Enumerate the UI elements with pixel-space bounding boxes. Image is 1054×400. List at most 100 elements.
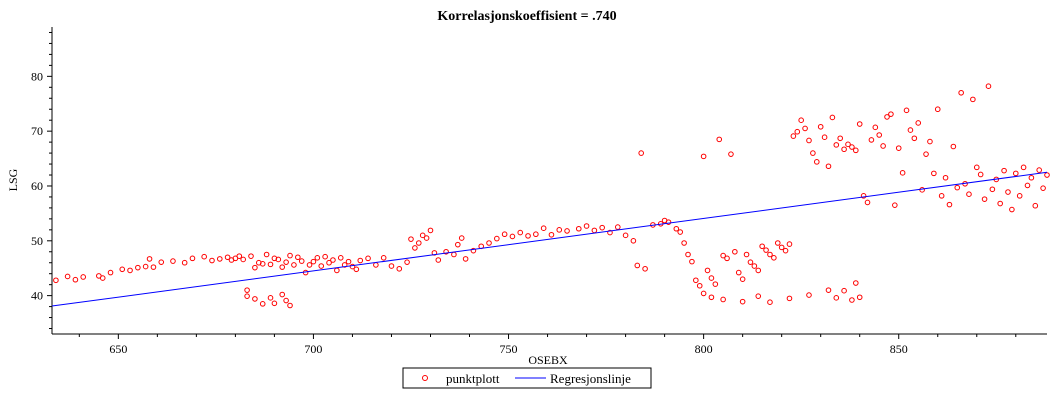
scatter-point xyxy=(1020,164,1027,171)
scatter-point xyxy=(540,225,547,231)
scatter-point xyxy=(1044,172,1050,178)
scatter-point xyxy=(341,262,348,268)
scatter-point xyxy=(720,296,726,303)
scatter-point xyxy=(259,301,266,307)
scatter-point xyxy=(860,193,867,199)
scatter-point xyxy=(353,266,360,273)
scatter-point xyxy=(607,229,613,236)
scatter-point xyxy=(927,138,933,145)
scatter-point xyxy=(53,277,59,284)
scatter-point xyxy=(1001,167,1007,174)
scatter-point xyxy=(673,225,680,232)
scatter-point xyxy=(903,107,910,114)
scatter-point xyxy=(135,264,141,271)
scatter-point xyxy=(170,258,176,264)
axes xyxy=(51,27,1047,335)
scatter-point xyxy=(958,89,964,96)
scatter-point xyxy=(786,295,793,302)
scatter-point xyxy=(985,83,992,90)
scatter-point xyxy=(884,114,890,120)
scatter-point xyxy=(693,277,699,284)
scatter-point xyxy=(708,294,715,301)
legend-line-label: Regresjonslinje xyxy=(550,371,631,386)
scatter-point xyxy=(755,267,762,274)
scatter-point xyxy=(72,276,79,283)
scatter-point xyxy=(767,299,773,306)
scatter-point xyxy=(287,302,293,309)
x-tick-label: 800 xyxy=(695,342,713,356)
scatter-point xyxy=(634,262,641,269)
scatter-point xyxy=(849,297,855,303)
scatter-point xyxy=(252,264,258,271)
scatter-point xyxy=(739,276,746,282)
scatter-point xyxy=(794,128,801,135)
scatter-point xyxy=(279,291,286,298)
scatter-point xyxy=(833,142,840,148)
regression-line xyxy=(51,171,1048,307)
scatter-point xyxy=(181,259,188,266)
scatter-point xyxy=(408,236,414,242)
scatter-point xyxy=(907,127,914,133)
scatter-point xyxy=(1028,174,1035,181)
scatter-point xyxy=(470,247,477,254)
plot-area xyxy=(51,83,1050,309)
scatter-point xyxy=(244,287,250,293)
y-tick-label: 40 xyxy=(31,289,43,303)
scatter-point xyxy=(892,202,898,208)
scatter-point xyxy=(880,143,886,149)
scatter-point xyxy=(739,298,746,305)
scatter-point xyxy=(997,200,1003,207)
scatter-point xyxy=(950,143,957,150)
scatter-point xyxy=(248,253,254,259)
x-ticks: 650 700 750 800 850 xyxy=(78,334,1017,356)
scatter-point xyxy=(345,258,352,265)
scatter-point xyxy=(127,267,133,274)
scatter-point xyxy=(275,256,282,263)
scatter-point xyxy=(642,265,648,272)
scatter-point xyxy=(291,262,297,268)
scatter-point xyxy=(1036,167,1042,173)
scatter-point xyxy=(295,254,301,261)
scatter-point xyxy=(252,296,258,302)
scatter-point xyxy=(415,240,422,246)
scatter-point xyxy=(696,282,703,289)
scatter-point xyxy=(821,134,828,140)
scatter-point xyxy=(556,227,563,233)
scatter-point xyxy=(548,231,555,238)
scatter-point xyxy=(856,294,863,301)
scatter-point xyxy=(849,144,855,150)
scatter-point xyxy=(189,255,196,262)
y-axis-label: LSG xyxy=(6,168,20,191)
scatter-point xyxy=(966,191,972,198)
scatter-point xyxy=(287,252,293,259)
scatter-point xyxy=(989,186,996,193)
scatter-point xyxy=(517,229,524,236)
scatter-point xyxy=(977,171,984,178)
scatter-point xyxy=(774,240,781,246)
scatter-point xyxy=(267,261,274,268)
scatter-point xyxy=(423,235,430,241)
scatter-point xyxy=(622,232,629,239)
scatter-point xyxy=(583,223,590,229)
scatter-point xyxy=(357,257,364,264)
scatter-point xyxy=(443,248,449,255)
scatter-point xyxy=(876,132,883,138)
y-tick-label: 80 xyxy=(31,69,43,83)
scatter-point xyxy=(142,263,149,270)
scatter-point xyxy=(802,125,808,132)
scatter-point xyxy=(728,151,734,157)
scatter-point xyxy=(919,187,925,193)
scatter-point xyxy=(724,255,730,262)
scatter-point xyxy=(330,257,336,263)
scatter-point xyxy=(638,150,644,156)
scatter-point xyxy=(763,247,769,253)
scatter-point xyxy=(575,225,582,232)
legend-scatter-label: punktplott xyxy=(446,371,500,386)
scatter-point xyxy=(99,275,106,281)
scatter-point xyxy=(388,263,395,269)
scatter-point xyxy=(845,141,851,148)
scatter-point xyxy=(501,231,508,238)
x-tick-label: 700 xyxy=(304,342,322,356)
scatter-point xyxy=(591,227,598,234)
